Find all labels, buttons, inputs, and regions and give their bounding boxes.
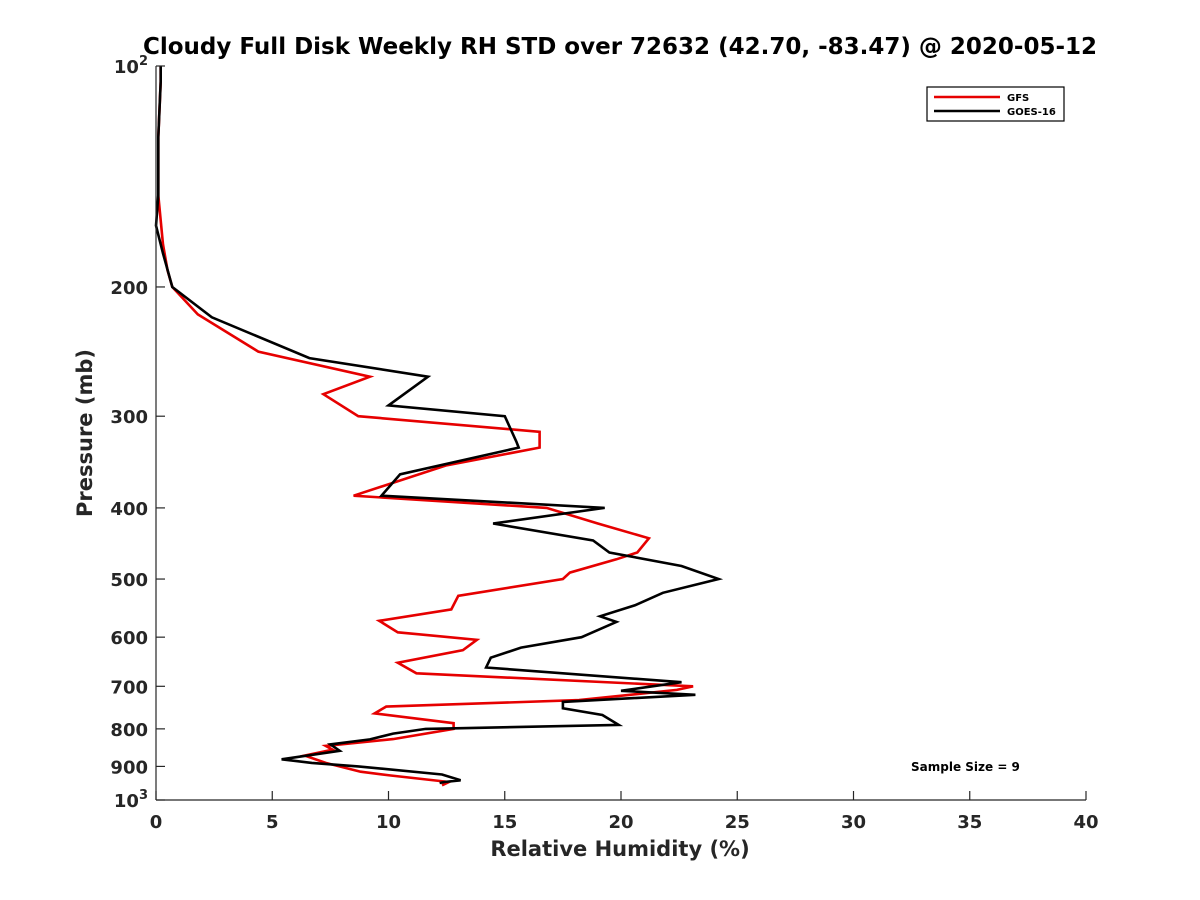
legend-box	[926, 86, 1065, 122]
y-tick-label: 900	[110, 757, 148, 778]
x-tick-label: 25	[725, 812, 750, 833]
x-axis-label: Relative Humidity (%)	[490, 837, 749, 861]
series-line-gfs	[157, 66, 694, 787]
y-tick-label: 800	[110, 720, 148, 741]
x-tick-label: 20	[608, 812, 633, 833]
legend: GFS GOES-16	[926, 86, 1065, 122]
y-tick-label: 600	[110, 628, 148, 649]
legend-label-gfs: GFS	[1007, 93, 1029, 104]
x-tick-label: 0	[150, 812, 163, 833]
y-tick-label: 300	[110, 407, 148, 428]
x-tick-label: 30	[841, 812, 866, 833]
y-tick-label: 400	[110, 499, 148, 520]
x-tick-label: 10	[376, 812, 401, 833]
y-axis-label: Pressure (mb)	[73, 349, 97, 517]
x-tick-label: 35	[957, 812, 982, 833]
sample-size-annotation: Sample Size = 9	[911, 760, 1020, 774]
y-tick-label: 500	[110, 570, 148, 591]
series-layer	[154, 66, 724, 787]
x-tick-label: 15	[492, 812, 517, 833]
x-tick-label: 40	[1073, 812, 1098, 833]
y-tick-label: 102	[114, 54, 148, 78]
series-line-goes-16	[154, 66, 724, 785]
axes: 0 5 10 15 20 25 30 35 40 102 200 300 400 500 600 700 800…	[110, 54, 1098, 833]
x-tick-label: 5	[266, 812, 279, 833]
chart-title: Cloudy Full Disk Weekly RH STD over 7263…	[143, 34, 1097, 60]
y-tick-label: 200	[110, 278, 148, 299]
y-tick-label: 700	[110, 677, 148, 698]
y-tick-label: 103	[114, 788, 148, 812]
legend-label-goes-16: GOES-16	[1007, 107, 1056, 118]
